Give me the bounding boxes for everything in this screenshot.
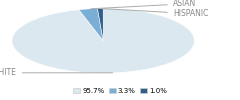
Wedge shape bbox=[12, 8, 194, 73]
Text: HISPANIC: HISPANIC bbox=[103, 9, 208, 18]
Text: ASIAN: ASIAN bbox=[91, 0, 196, 9]
Legend: 95.7%, 3.3%, 1.0%: 95.7%, 3.3%, 1.0% bbox=[71, 85, 169, 96]
Text: WHITE: WHITE bbox=[0, 68, 113, 77]
Wedge shape bbox=[79, 9, 103, 41]
Wedge shape bbox=[97, 8, 103, 41]
